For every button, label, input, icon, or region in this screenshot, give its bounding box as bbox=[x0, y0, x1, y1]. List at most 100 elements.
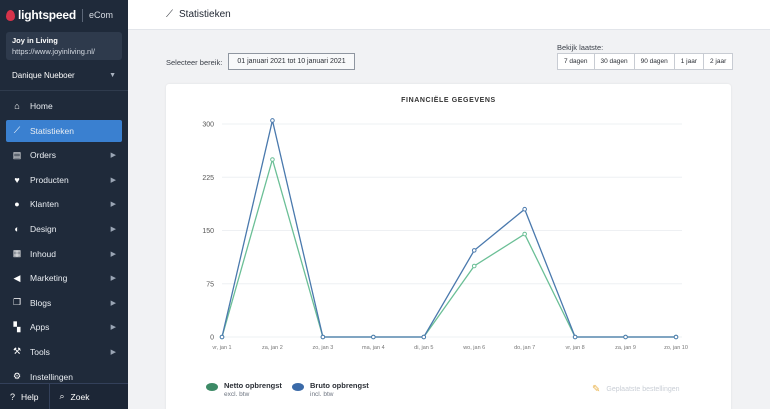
period-30-days-button[interactable]: 30 dagen bbox=[595, 54, 635, 69]
sidebar-item-apps[interactable]: ▚ Apps ▶ bbox=[6, 316, 122, 338]
brand-divider bbox=[82, 8, 84, 22]
sidebar-item-producten[interactable]: ♥ Producten ▶ bbox=[6, 169, 122, 191]
chart-icon: ⟋ bbox=[166, 9, 173, 20]
footer-divider bbox=[48, 383, 50, 409]
period-2-years-button[interactable]: 2 jaar bbox=[710, 58, 727, 65]
data-point bbox=[471, 248, 477, 253]
legend-orders[interactable]: ✎ Geplaatste bestellingen bbox=[592, 384, 680, 395]
shop-switcher[interactable]: Joy in Living https://www.joyinliving.nl… bbox=[6, 32, 122, 60]
shop-name: Joy in Living bbox=[12, 36, 58, 45]
sidebar-item-marketing[interactable]: ◀ Marketing ▶ bbox=[6, 267, 122, 289]
period-90-days-button[interactable]: 90 dagen bbox=[635, 54, 675, 69]
eye-icon bbox=[292, 383, 304, 391]
x-tick-label: ma, jan 4 bbox=[362, 345, 385, 351]
data-point bbox=[572, 334, 578, 340]
chevron-right-icon: ▶ bbox=[110, 324, 116, 332]
x-tick-label: zo, jan 3 bbox=[312, 345, 333, 351]
brand-product: eCom bbox=[89, 10, 114, 20]
series-line-netto bbox=[221, 157, 676, 338]
data-point bbox=[219, 334, 225, 340]
x-tick-label: do, jan 7 bbox=[514, 345, 535, 351]
chevron-right-icon: ▶ bbox=[110, 348, 116, 356]
sidebar-item-instellingen[interactable]: ⚙ Instellingen bbox=[6, 366, 122, 388]
content-icon: ▦ bbox=[12, 248, 22, 259]
blogs-icon: ❐ bbox=[12, 297, 22, 308]
brand[interactable]: lightspeed eCom bbox=[0, 0, 128, 30]
financial-line-chart: 0 75 150 225 300 vr, jan 1 za, jan 2 zo, jan 3 m… bbox=[202, 118, 688, 351]
sidebar-item-label: Blogs bbox=[30, 297, 52, 308]
orders-hidden-icon: ✎ bbox=[592, 384, 601, 395]
financial-chart-card: FINANCIËLE GEGEVENS 0 75 150 225 300 vr, jan … bbox=[166, 84, 731, 409]
sidebar-item-klanten[interactable]: ● Klanten ▶ bbox=[6, 193, 122, 215]
sidebar-item-label: Apps bbox=[30, 322, 50, 333]
sidebar-item-label: Producten bbox=[30, 174, 69, 185]
legend-label: Bruto opbrengst bbox=[310, 381, 369, 390]
sidebar-item-blogs[interactable]: ❐ Blogs ▶ bbox=[6, 292, 122, 314]
legend-sublabel: incl. btw bbox=[310, 391, 334, 398]
help-label: Help bbox=[21, 391, 39, 402]
sidebar-footer: ? Help ⌕ Zoek bbox=[0, 383, 128, 409]
sidebar-item-statistieken[interactable]: ⟋ Statistieken bbox=[6, 119, 122, 142]
topbar: ⟋ Statistieken bbox=[128, 0, 770, 30]
search-label: Zoek bbox=[70, 391, 90, 402]
apps-icon: ▚ bbox=[13, 321, 21, 332]
sidebar-item-label: Marketing bbox=[30, 273, 68, 284]
legend-netto[interactable]: Netto opbrengst excl. btw bbox=[206, 381, 282, 398]
page-title: Statistieken bbox=[179, 9, 231, 20]
products-icon: ♥ bbox=[14, 174, 20, 185]
period-selector: 7 dagen 30 dagen 90 dagen 1 jaar 2 jaar bbox=[557, 53, 734, 70]
shop-url: https://www.joyinliving.nl/ bbox=[12, 47, 95, 56]
search-button[interactable]: ⌕ Zoek bbox=[50, 391, 90, 402]
range-label: Selecteer bereik: bbox=[166, 58, 223, 67]
chevron-right-icon: ▶ bbox=[110, 299, 116, 307]
x-tick-label: za, jan 2 bbox=[262, 345, 283, 351]
view-label: Bekijk laatste: bbox=[557, 43, 604, 52]
help-icon: ? bbox=[10, 391, 16, 402]
chevron-right-icon: ▶ bbox=[110, 201, 116, 209]
data-point bbox=[270, 118, 275, 123]
x-tick-label: wo, jan 6 bbox=[462, 345, 485, 351]
chart-icon: ⟋ bbox=[13, 125, 21, 136]
x-tick-label: di, jan 5 bbox=[414, 345, 433, 351]
caret-down-icon: ▼ bbox=[109, 71, 116, 79]
search-icon: ⌕ bbox=[59, 391, 65, 401]
data-point bbox=[673, 334, 679, 340]
sidebar-item-label: Tools bbox=[30, 346, 50, 357]
data-point bbox=[522, 231, 527, 237]
sidebar-item-orders[interactable]: ▤ Orders ▶ bbox=[6, 144, 122, 166]
legend-label: Geplaatste bestellingen bbox=[606, 386, 680, 393]
chevron-right-icon: ▶ bbox=[110, 225, 116, 233]
x-tick-label: za, jan 9 bbox=[615, 345, 636, 351]
sidebar-item-inhoud[interactable]: ▦ Inhoud ▶ bbox=[6, 243, 122, 265]
user-menu[interactable]: Danique Nueboer ▼ bbox=[0, 68, 128, 82]
sidebar-item-design[interactable]: ◐ Design ▶ bbox=[6, 218, 122, 240]
chevron-right-icon: ▶ bbox=[110, 176, 116, 184]
data-point bbox=[320, 334, 326, 340]
period-1-year-button[interactable]: 1 jaar bbox=[675, 54, 705, 69]
settings-icon: ⚙ bbox=[12, 371, 22, 382]
series-line-bruto bbox=[221, 120, 676, 338]
period-7-days-button[interactable]: 7 dagen bbox=[558, 54, 595, 69]
sidebar-divider bbox=[0, 90, 128, 91]
chart-title: FINANCIËLE GEGEVENS bbox=[401, 97, 496, 104]
legend-bruto[interactable]: Bruto opbrengst incl. btw bbox=[292, 381, 369, 398]
legend-sublabel: excl. btw bbox=[224, 391, 250, 398]
lightspeed-logo-icon bbox=[6, 9, 15, 21]
sidebar-item-tools[interactable]: ⚒ Tools ▶ bbox=[6, 341, 122, 363]
user-name: Danique Nueboer bbox=[12, 70, 75, 80]
tools-icon: ⚒ bbox=[12, 346, 22, 357]
design-icon: ◐ bbox=[14, 223, 20, 234]
legend-label: Netto opbrengst bbox=[224, 381, 282, 390]
y-tick-label: 225 bbox=[202, 175, 214, 182]
x-tick-label: zo, jan 10 bbox=[664, 345, 688, 351]
chevron-right-icon: ▶ bbox=[110, 250, 116, 258]
sidebar-item-label: Statistieken bbox=[30, 125, 74, 136]
sidebar-item-label: Instellingen bbox=[30, 371, 74, 382]
date-range-picker[interactable]: 01 januari 2021 tot 10 januari 2021 bbox=[228, 53, 355, 70]
data-point bbox=[522, 206, 527, 212]
eye-icon bbox=[206, 383, 218, 391]
help-button[interactable]: ? Help bbox=[0, 392, 39, 402]
data-point bbox=[421, 334, 427, 340]
sidebar-item-home[interactable]: ⌂ Home bbox=[6, 95, 122, 117]
chevron-right-icon: ▶ bbox=[110, 152, 116, 160]
